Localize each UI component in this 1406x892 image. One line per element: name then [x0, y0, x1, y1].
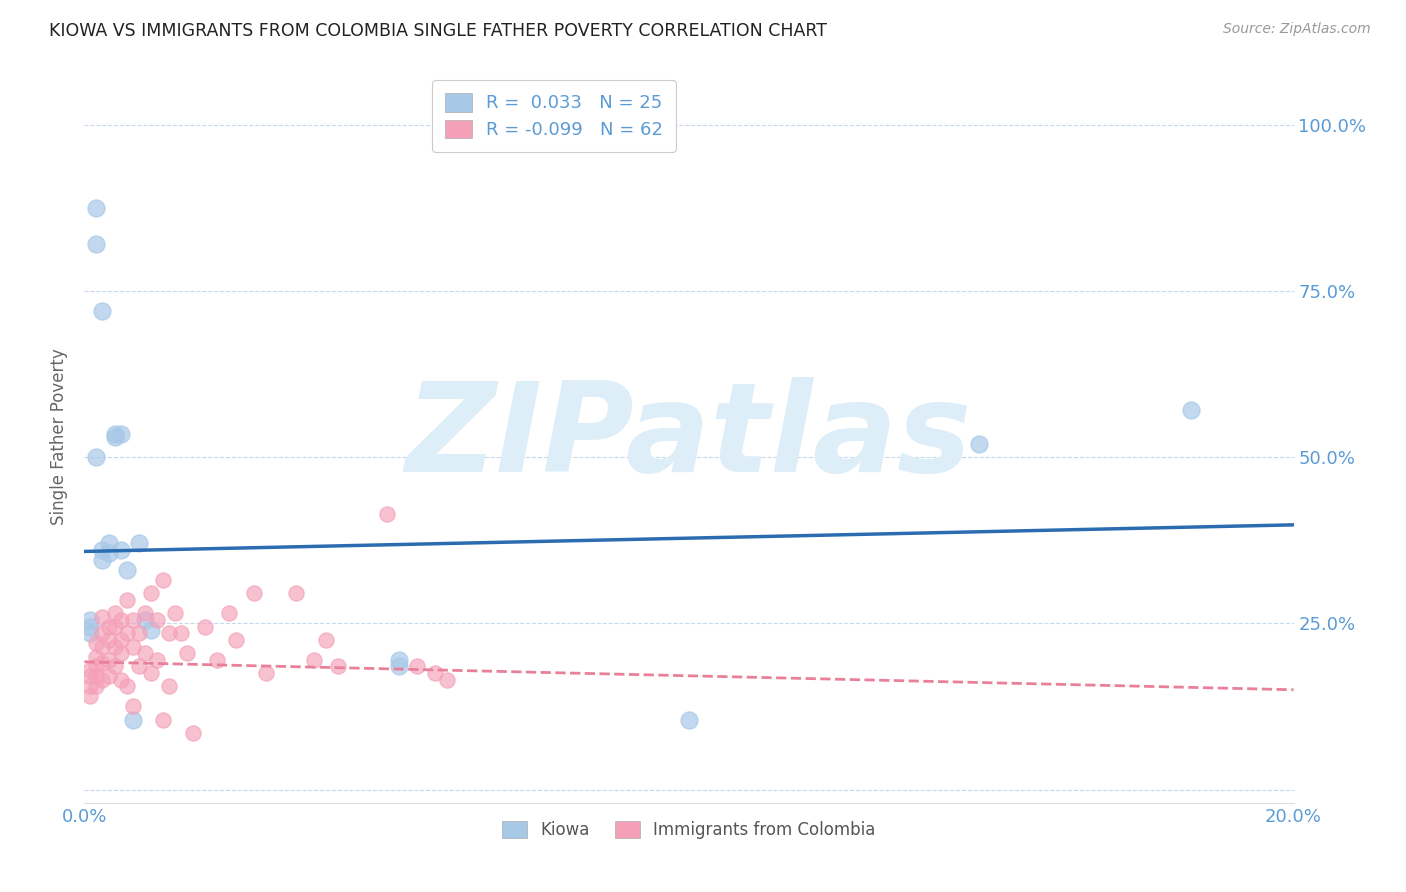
Point	[97, 669, 120, 683]
Point	[139, 666, 162, 681]
Point	[134, 613, 156, 627]
Point	[97, 632, 120, 647]
Point	[91, 543, 114, 558]
Point	[285, 586, 308, 600]
Point	[79, 663, 101, 677]
Point	[104, 619, 127, 633]
Point	[388, 659, 411, 673]
Point	[181, 726, 204, 740]
Point	[146, 653, 169, 667]
Point	[91, 553, 114, 567]
Point	[218, 607, 240, 621]
Point	[194, 619, 217, 633]
Point	[110, 543, 132, 558]
Point	[110, 646, 132, 660]
Point	[254, 666, 277, 681]
Point	[678, 713, 700, 727]
Point	[104, 426, 127, 441]
Point	[104, 640, 127, 654]
Point	[165, 607, 187, 621]
Point	[115, 593, 138, 607]
Point	[157, 626, 180, 640]
Point	[91, 303, 114, 318]
Point	[225, 632, 247, 647]
Point	[79, 680, 101, 694]
Point	[97, 536, 120, 550]
Point	[97, 619, 120, 633]
Point	[207, 653, 229, 667]
Point	[86, 680, 108, 694]
Point	[91, 626, 114, 640]
Point	[79, 626, 101, 640]
Point	[86, 636, 108, 650]
Point	[170, 626, 193, 640]
Point	[128, 536, 150, 550]
Point	[115, 680, 138, 694]
Point	[86, 669, 108, 683]
Point	[110, 673, 132, 687]
Point	[79, 619, 101, 633]
Point	[967, 436, 990, 450]
Point	[423, 666, 446, 681]
Point	[86, 649, 108, 664]
Point	[242, 586, 264, 600]
Point	[152, 573, 174, 587]
Point	[86, 201, 108, 215]
Point	[128, 626, 150, 640]
Point	[104, 430, 127, 444]
Point	[115, 563, 138, 577]
Point	[152, 713, 174, 727]
Point	[86, 659, 108, 673]
Point	[79, 690, 101, 704]
Point	[104, 659, 127, 673]
Point	[115, 626, 138, 640]
Text: ZIPatlas: ZIPatlas	[406, 376, 972, 498]
Point	[121, 640, 143, 654]
Point	[134, 607, 156, 621]
Point	[302, 653, 325, 667]
Point	[1180, 403, 1202, 417]
Point	[104, 607, 127, 621]
Point	[110, 426, 132, 441]
Point	[121, 699, 143, 714]
Legend: Kiowa, Immigrants from Colombia: Kiowa, Immigrants from Colombia	[495, 814, 883, 846]
Point	[388, 653, 411, 667]
Y-axis label: Single Father Poverty: Single Father Poverty	[51, 349, 69, 525]
Point	[91, 609, 114, 624]
Point	[176, 646, 198, 660]
Point	[110, 632, 132, 647]
Point	[128, 659, 150, 673]
Point	[86, 450, 108, 464]
Point	[139, 623, 162, 637]
Point	[121, 613, 143, 627]
Point	[97, 546, 120, 560]
Point	[79, 669, 101, 683]
Point	[406, 659, 429, 673]
Point	[121, 713, 143, 727]
Point	[86, 237, 108, 252]
Point	[79, 613, 101, 627]
Point	[328, 659, 350, 673]
Text: KIOWA VS IMMIGRANTS FROM COLOMBIA SINGLE FATHER POVERTY CORRELATION CHART: KIOWA VS IMMIGRANTS FROM COLOMBIA SINGLE…	[49, 22, 827, 40]
Point	[134, 646, 156, 660]
Point	[139, 586, 162, 600]
Point	[91, 673, 114, 687]
Point	[97, 653, 120, 667]
Point	[436, 673, 458, 687]
Point	[157, 680, 180, 694]
Point	[315, 632, 337, 647]
Text: Source: ZipAtlas.com: Source: ZipAtlas.com	[1223, 22, 1371, 37]
Point	[146, 613, 169, 627]
Point	[110, 613, 132, 627]
Point	[375, 507, 398, 521]
Point	[91, 656, 114, 670]
Point	[91, 640, 114, 654]
